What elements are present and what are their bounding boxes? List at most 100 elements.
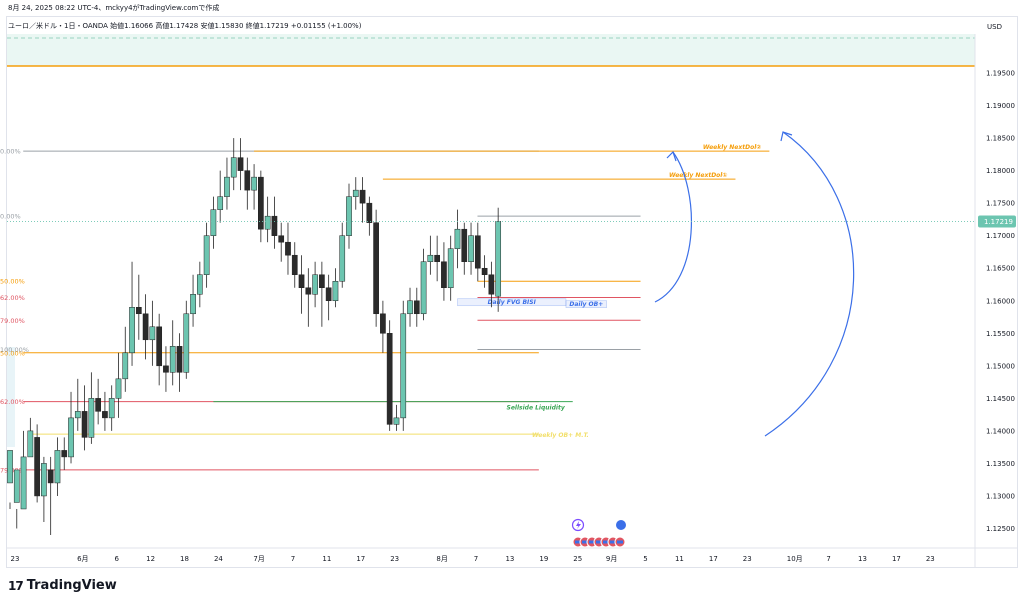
time-tick-label: 11 [675, 555, 684, 563]
time-tick-label: 17 [709, 555, 718, 563]
zone-layer [7, 34, 975, 447]
candle-body [224, 176, 230, 197]
time-tick-label: 8月 [436, 555, 447, 563]
candle-body [34, 437, 40, 497]
candle-body [95, 398, 101, 412]
level-label: Weekly OB+ M.T. [532, 432, 589, 439]
time-tick-label: 19 [539, 555, 548, 563]
symbol-legend: ユーロ／米ドル・1日・OANDA 始値1.16066 高値1.17428 安値1… [8, 22, 362, 30]
fib-level-label: 0.00% [0, 213, 21, 221]
candle-body [129, 307, 135, 354]
candle-body [190, 294, 196, 315]
tradingview-logo[interactable]: 17 TradingView [8, 578, 117, 593]
time-tick-label: 18 [180, 555, 189, 563]
fib-level-label: 100.00% [0, 346, 29, 354]
event-flag-icon [615, 519, 627, 531]
level-label: Daily FVG BISI [488, 299, 537, 306]
time-tick-label: 9月 [606, 555, 617, 563]
time-tick-label: 7 [291, 555, 295, 563]
candle-body [7, 450, 13, 484]
price-tick-label: 1.14500 [986, 395, 1015, 403]
candle-body [298, 274, 305, 288]
currency-label[interactable]: USD [987, 23, 1002, 31]
candle-body [142, 313, 149, 341]
candle-body [305, 287, 312, 295]
candle-body [427, 254, 434, 262]
price-tick-label: 1.15000 [986, 362, 1015, 370]
level-label: Weekly NextDol① [669, 172, 728, 179]
price-tick-label: 1.13000 [986, 492, 1015, 500]
candle-body [74, 411, 81, 419]
time-tick-label: 6 [114, 555, 119, 563]
arrow-layer [654, 131, 855, 437]
candle-body [339, 235, 346, 282]
fib-level-label: 50.00% [0, 278, 25, 286]
candle-body [61, 450, 68, 458]
candle-body [230, 157, 237, 178]
time-tick-label: 23 [11, 555, 20, 563]
candle-body [88, 398, 95, 438]
price-tick-label: 1.13500 [986, 460, 1015, 468]
candle-layer [7, 138, 502, 535]
current-price-label: 1.17219 [984, 218, 1013, 226]
candle-body [115, 378, 122, 399]
candle-body [210, 209, 217, 236]
time-tick-label: 13 [858, 555, 867, 563]
candle-body [196, 274, 203, 295]
flag-stripe [575, 540, 581, 544]
candle-body [203, 235, 210, 275]
flag-stripe [582, 540, 588, 544]
candle-body [346, 196, 352, 236]
candle-body [373, 222, 379, 315]
time-tick-label: 24 [214, 555, 223, 563]
candle-body [122, 352, 129, 380]
time-tick-label: 6月 [77, 555, 88, 563]
candle-body [325, 287, 332, 302]
time-tick-label: 23 [390, 555, 399, 563]
candle-body [413, 300, 420, 315]
price-tick-label: 1.14000 [986, 427, 1015, 435]
time-tick-label: 13 [505, 555, 514, 563]
time-tick-label: 17 [892, 555, 901, 563]
candle-body [41, 463, 47, 497]
chart-header-title: 8月 24, 2025 08:22 UTC-4、mckyy4がTradingVi… [8, 4, 220, 12]
candle-body [169, 346, 176, 373]
candle-body [20, 456, 27, 510]
candle-body [420, 261, 427, 315]
candle-body [474, 235, 481, 269]
candle-body [258, 176, 264, 230]
candle-body [13, 469, 20, 503]
arrow-head-2 [780, 131, 793, 142]
flag-stripe [603, 540, 609, 544]
candle-body [217, 196, 224, 210]
price-tick-label: 1.19000 [986, 102, 1015, 110]
fib-level-label: 62.00% [0, 294, 25, 302]
price-tick-label: 1.12500 [986, 525, 1015, 533]
candle-body [68, 417, 74, 458]
candle-body [441, 261, 447, 288]
candle-body [251, 176, 257, 191]
top-shaded-band [7, 34, 975, 66]
candle-body [176, 346, 183, 373]
candle-body [244, 170, 251, 191]
tradingview-logo-icon: 17 [8, 578, 24, 593]
candle-body [183, 313, 190, 373]
time-tick-label: 10月 [787, 555, 803, 563]
price-tick-label: 1.17500 [986, 200, 1015, 208]
axis-layer: 1.12500 1.13000 1.13500 1.14000 1.14500 1.150… [7, 34, 1017, 567]
candle-body [400, 313, 407, 419]
fib-level-label: 50.00% [0, 349, 25, 357]
candle-body [81, 411, 88, 438]
candle-body [163, 365, 169, 373]
candle-body [359, 189, 366, 204]
candle-body [312, 274, 318, 295]
candle-body [319, 274, 325, 288]
candle-body [285, 241, 291, 256]
candle-body [237, 157, 244, 171]
lightning-glyph [576, 521, 581, 529]
level-label: Weekly NextDol② [703, 144, 762, 151]
candle-body [454, 228, 461, 249]
candle-body [291, 254, 298, 275]
level-label: Sellside Liquidity [507, 405, 566, 412]
